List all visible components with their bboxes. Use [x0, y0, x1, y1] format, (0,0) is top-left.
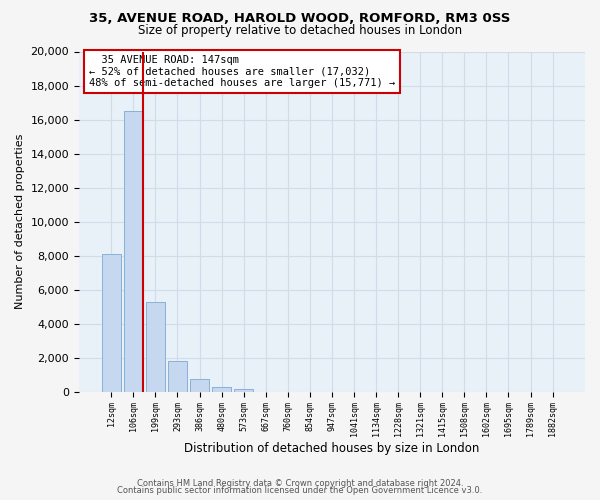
Bar — [146, 302, 165, 392]
Bar — [212, 387, 231, 392]
Bar — [124, 111, 143, 392]
Y-axis label: Number of detached properties: Number of detached properties — [15, 134, 25, 310]
Text: Contains public sector information licensed under the Open Government Licence v3: Contains public sector information licen… — [118, 486, 482, 495]
Text: 35 AVENUE ROAD: 147sqm
← 52% of detached houses are smaller (17,032)
48% of semi: 35 AVENUE ROAD: 147sqm ← 52% of detached… — [89, 55, 395, 88]
Text: Size of property relative to detached houses in London: Size of property relative to detached ho… — [138, 24, 462, 37]
X-axis label: Distribution of detached houses by size in London: Distribution of detached houses by size … — [184, 442, 479, 455]
Bar — [102, 254, 121, 392]
Bar — [168, 361, 187, 392]
Bar — [190, 379, 209, 392]
Text: Contains HM Land Registry data © Crown copyright and database right 2024.: Contains HM Land Registry data © Crown c… — [137, 478, 463, 488]
Text: 35, AVENUE ROAD, HAROLD WOOD, ROMFORD, RM3 0SS: 35, AVENUE ROAD, HAROLD WOOD, ROMFORD, R… — [89, 12, 511, 26]
Bar — [235, 389, 253, 392]
